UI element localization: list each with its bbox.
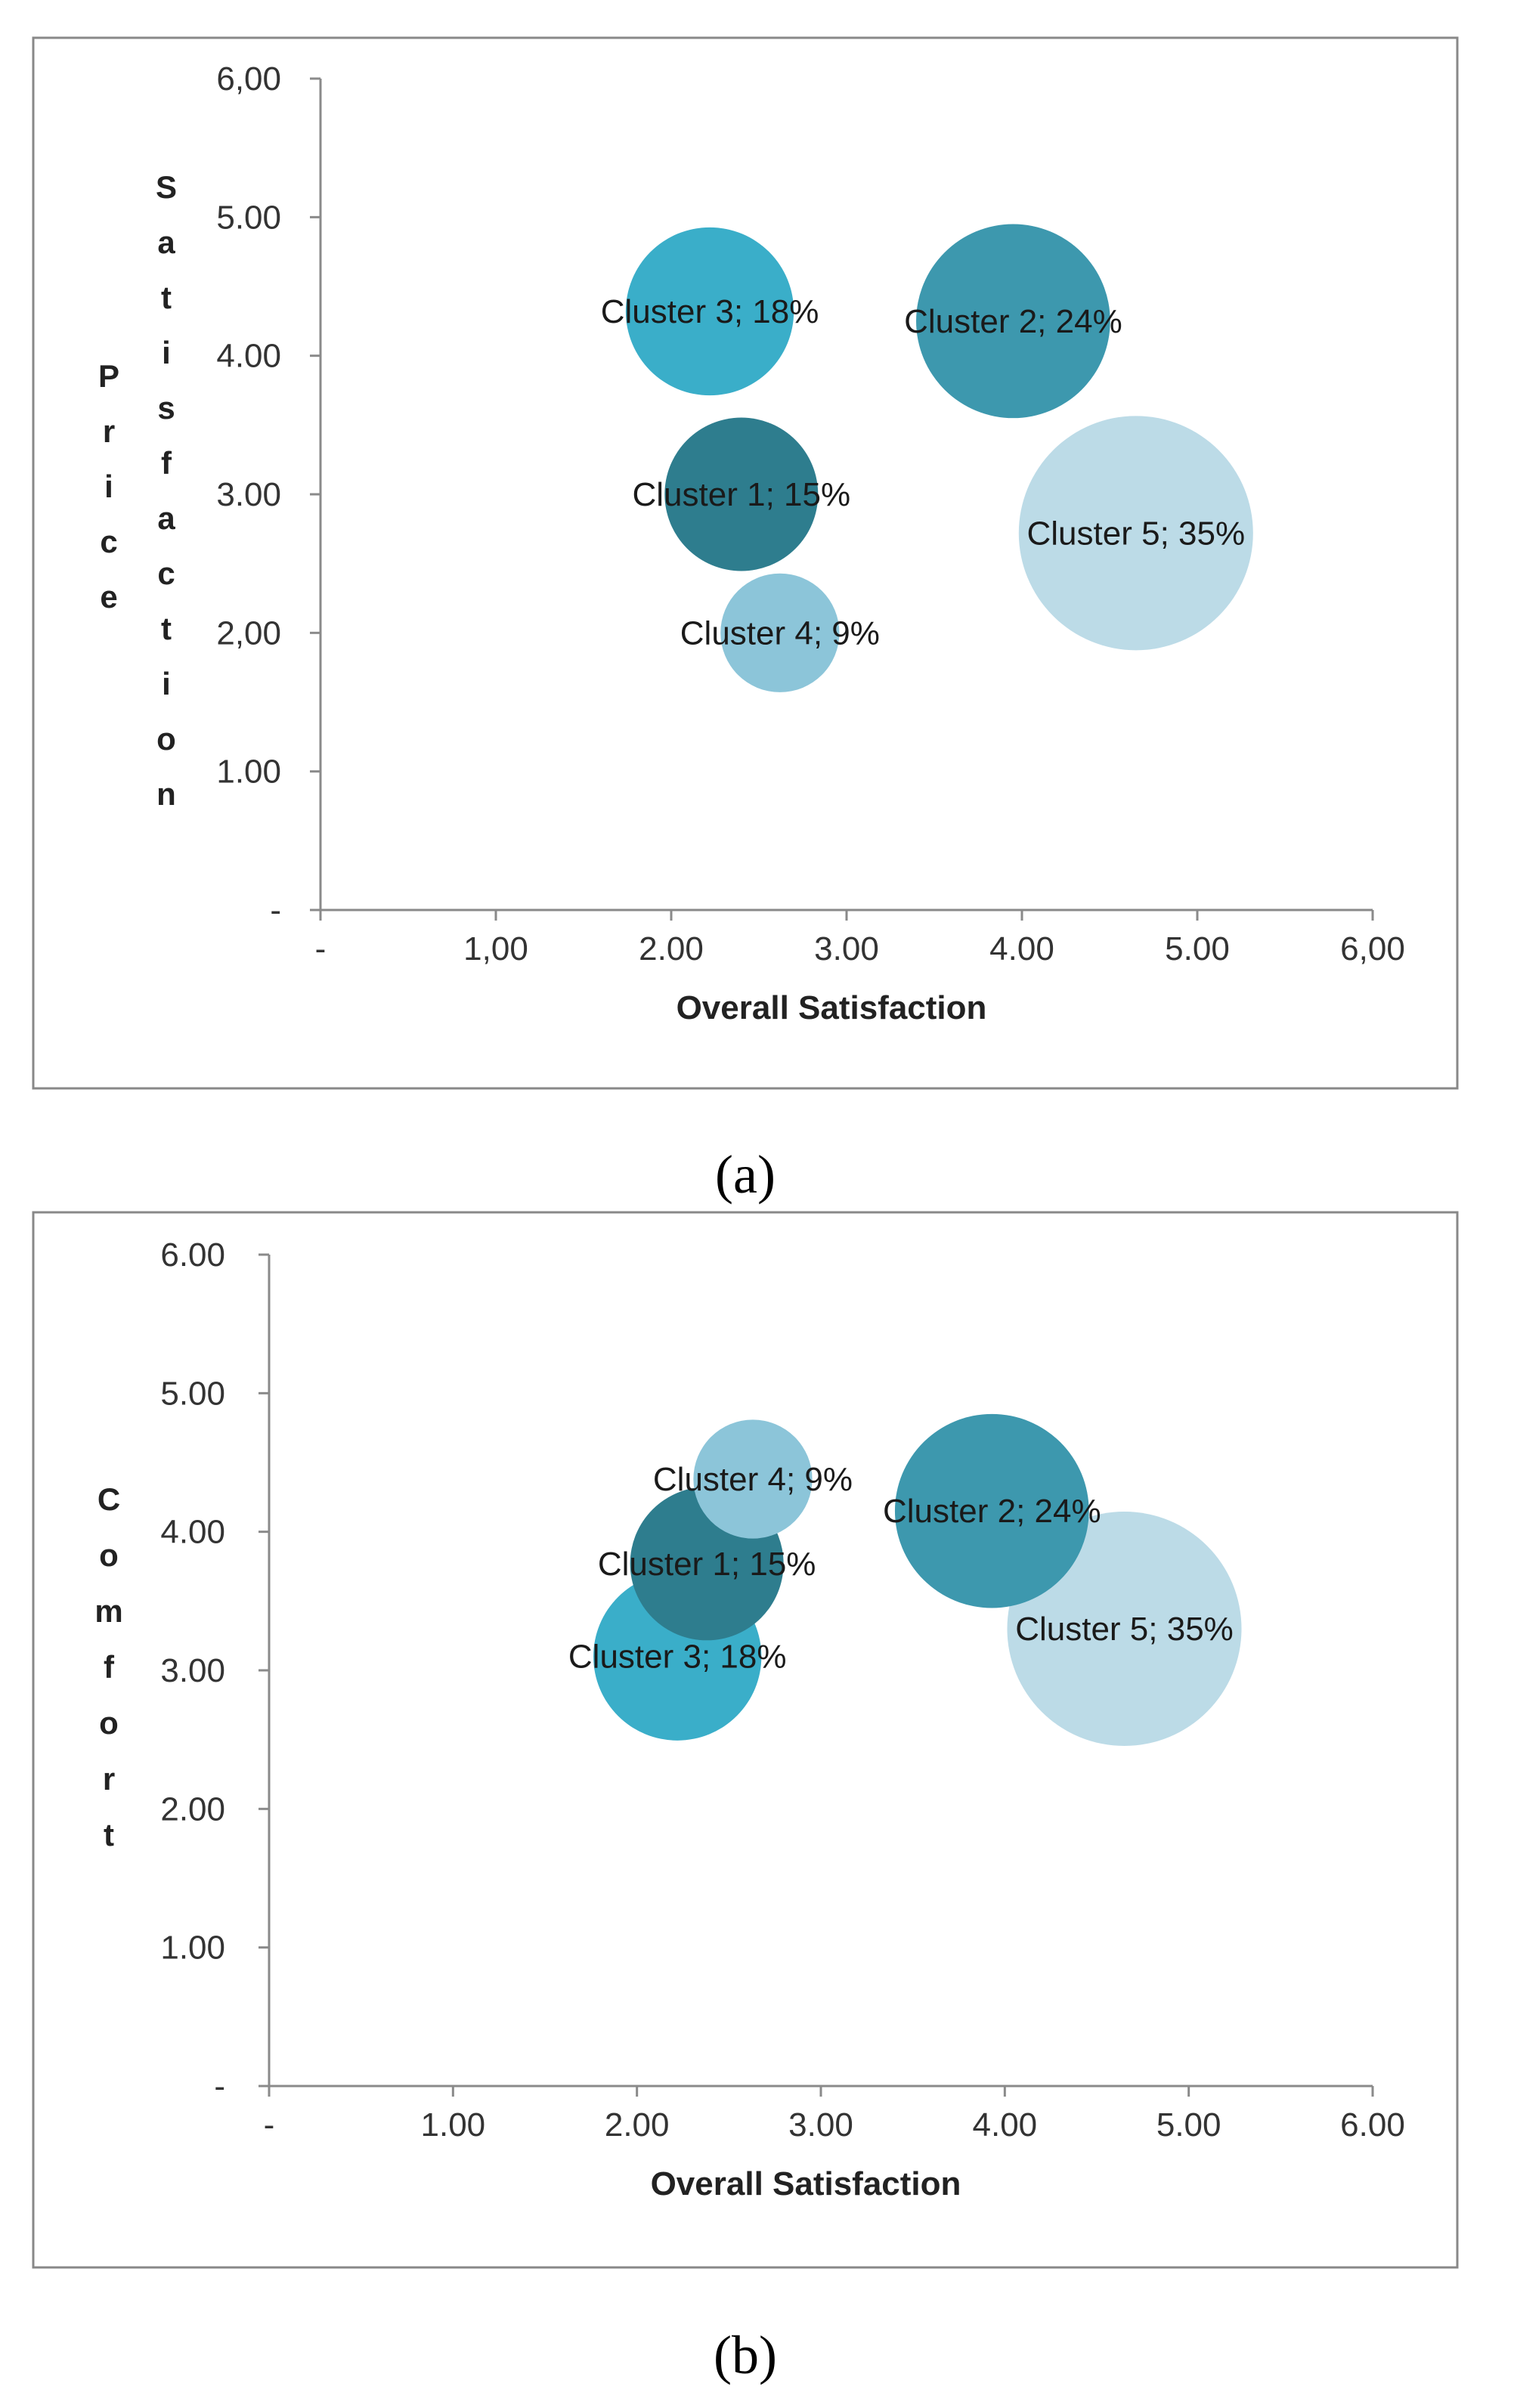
- y-tick-label: 6.00: [160, 1236, 225, 1274]
- x-tick-label: 1.00: [421, 2106, 486, 2143]
- y-axis-title-char: c: [157, 556, 175, 591]
- y-axis-title-char: a: [157, 500, 175, 536]
- x-tick-label: -: [264, 2106, 275, 2143]
- x-tick-label: 2.00: [639, 930, 704, 967]
- bubble-label-cluster-5: Cluster 5; 35%: [1015, 1611, 1234, 1648]
- bubble-label-cluster-2: Cluster 2; 24%: [904, 303, 1122, 340]
- y-tick-label: 5.00: [216, 199, 281, 236]
- panel-a-caption: (a): [715, 1144, 776, 1205]
- y-axis-title-char: i: [104, 469, 113, 504]
- y-axis-title-char: i: [162, 335, 171, 370]
- x-tick-label: 3.00: [814, 930, 879, 967]
- bubble-cluster-1[interactable]: [664, 417, 819, 571]
- bubble-label-cluster-5: Cluster 5; 35%: [1027, 515, 1246, 552]
- bubble-label-cluster-3: Cluster 3; 18%: [568, 1639, 787, 1676]
- y-tick-label: 4.00: [160, 1514, 225, 1551]
- bubble-cluster-4[interactable]: [720, 573, 840, 692]
- y-axis-title-char: C: [98, 1481, 120, 1517]
- y-tick-label: 3.00: [216, 476, 281, 513]
- y-tick-label: 2,00: [216, 614, 281, 652]
- x-axis-title: Overall Satisfaction: [677, 989, 987, 1026]
- x-tick-label: -: [315, 930, 327, 967]
- bubble-label-cluster-2: Cluster 2; 24%: [883, 1493, 1101, 1530]
- y-axis-title-char: i: [162, 666, 171, 701]
- panel-b-frame: [32, 1211, 1459, 2269]
- x-tick-label: 1,00: [463, 930, 528, 967]
- y-axis-title-char: c: [100, 524, 117, 559]
- y-tick-label: 1.00: [216, 754, 281, 791]
- bubble-label-cluster-4: Cluster 4; 9%: [680, 614, 880, 652]
- y-axis-title-char: n: [156, 776, 176, 812]
- y-axis-title-char: S: [156, 169, 177, 205]
- bubble-label-cluster-1: Cluster 1; 15%: [633, 476, 851, 513]
- y-axis-title-char: t: [104, 1817, 114, 1852]
- bubble-label-cluster-4: Cluster 4; 9%: [653, 1461, 853, 1498]
- y-tick-label: 5.00: [160, 1375, 225, 1412]
- x-tick-label: 2.00: [605, 2106, 670, 2143]
- bubble-cluster-5[interactable]: [1018, 416, 1253, 651]
- y-axis-title-char: e: [100, 579, 117, 614]
- bubble-cluster-2[interactable]: [916, 224, 1110, 419]
- x-tick-label: 5.00: [1156, 2106, 1221, 2143]
- y-axis-title-char: o: [99, 1705, 119, 1741]
- bubble-cluster-2[interactable]: [894, 1413, 1089, 1608]
- y-tick-label: -: [270, 892, 281, 929]
- y-tick-label: 4.00: [216, 338, 281, 375]
- y-tick-label: 2.00: [160, 1791, 225, 1828]
- y-axis-title-char: a: [157, 224, 175, 260]
- y-axis-title-char: f: [161, 445, 172, 481]
- y-axis-title-char: o: [156, 721, 176, 757]
- y-tick-label: -: [214, 2068, 225, 2105]
- y-axis-title-char: t: [161, 611, 172, 646]
- bubble-label-cluster-1: Cluster 1; 15%: [598, 1546, 816, 1583]
- y-axis-title-char: r: [103, 413, 115, 449]
- x-tick-label: 4.00: [973, 2106, 1038, 2143]
- y-tick-label: 6,00: [216, 60, 281, 97]
- panel-a-chart: - 1.00 2,00 3.00 4.00 5.00 6,00 - 1,00 2.00 3.00 4.…: [98, 60, 1405, 1026]
- bubble-cluster-3[interactable]: [625, 227, 794, 396]
- y-axis-title-char: s: [157, 390, 175, 426]
- y-axis-title-char: r: [103, 1761, 115, 1797]
- panel-b-caption: (b): [714, 2325, 777, 2385]
- y-tick-label: 3.00: [160, 1652, 225, 1689]
- bubble-label-cluster-3: Cluster 3; 18%: [601, 293, 819, 330]
- y-axis-title-char: o: [99, 1537, 119, 1573]
- y-axis-title-char: f: [104, 1649, 115, 1685]
- x-tick-label: 4.00: [989, 930, 1054, 967]
- y-axis-title-char: m: [94, 1593, 122, 1629]
- x-tick-label: 5.00: [1165, 930, 1230, 967]
- panel-b-chart: - 1.00 2.00 3.00 4.00 5.00 6.00 - 1.00 2.00 3.00 4.…: [94, 1236, 1405, 2202]
- y-axis-title-char: P: [98, 358, 119, 394]
- x-tick-label: 3.00: [788, 2106, 853, 2143]
- x-axis-title: Overall Satisfaction: [651, 2165, 961, 2202]
- bubble-cluster-4[interactable]: [693, 1419, 813, 1539]
- y-axis-title-char: t: [161, 280, 172, 315]
- x-tick-label: 6.00: [1340, 2106, 1405, 2143]
- x-tick-label: 6,00: [1340, 930, 1405, 967]
- y-tick-label: 1.00: [160, 1930, 225, 1967]
